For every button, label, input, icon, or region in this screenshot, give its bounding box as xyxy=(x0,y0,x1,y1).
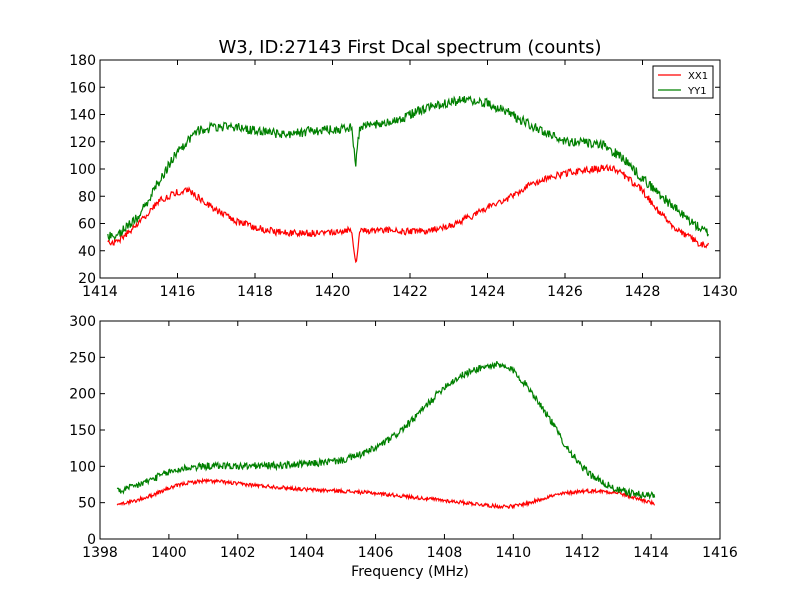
y-tick-label: 150 xyxy=(69,423,96,439)
x-axis-label: Frequency (MHz) xyxy=(351,564,469,580)
chart-title: W3, ID:27143 First Dcal spectrum (counts… xyxy=(218,37,601,58)
x-tick-label: 1412 xyxy=(564,545,600,561)
x-tick-label: 1398 xyxy=(82,545,118,561)
x-tick-label: 1416 xyxy=(160,284,196,300)
series-line-xx1-axes1 xyxy=(116,477,656,510)
y-tick-label: 0 xyxy=(87,532,96,548)
x-tick-label: 1404 xyxy=(289,545,325,561)
series-line-yy1-axes0 xyxy=(107,95,709,242)
x-tick-label: 1408 xyxy=(427,545,463,561)
x-tick-label: 1424 xyxy=(470,284,506,300)
legend-box xyxy=(652,65,714,99)
y-tick-label: 60 xyxy=(78,217,96,233)
x-tick-label: 1422 xyxy=(392,284,428,300)
series-line-yy1-axes1 xyxy=(116,361,656,500)
x-tick-label: 1410 xyxy=(496,545,532,561)
y-tick-label: 80 xyxy=(78,189,96,205)
x-tick-label: 1402 xyxy=(220,545,256,561)
x-tick-label: 1406 xyxy=(358,545,394,561)
axes-bottom: 1398 1400 1402 1404 1406 1408 1410 1412 1414 1416… xyxy=(69,314,738,580)
x-tick-label: 1400 xyxy=(151,545,187,561)
x-tick-label: 1416 xyxy=(702,545,738,561)
y-tick-label: 200 xyxy=(69,387,96,403)
x-tick-label: 1426 xyxy=(547,284,583,300)
y-tick-label: 100 xyxy=(69,162,96,178)
y-tick-label: 100 xyxy=(69,459,96,475)
y-tick-label: 120 xyxy=(69,135,96,151)
y-tick-label: 40 xyxy=(78,244,96,260)
y-tick-label: 160 xyxy=(69,80,96,96)
x-tick-label: 1430 xyxy=(702,284,738,300)
x-tick-label: 1428 xyxy=(625,284,661,300)
y-tick-label: 20 xyxy=(78,271,96,287)
y-tick-label: 180 xyxy=(69,53,96,69)
y-tick-label: 250 xyxy=(69,350,96,366)
y-tick-label: 140 xyxy=(69,108,96,124)
legend-label-xx1: XX1 xyxy=(688,71,708,82)
y-tick-label: 50 xyxy=(78,496,96,512)
legend-label-yy1: YY1 xyxy=(687,86,707,97)
x-tick-label: 1418 xyxy=(237,284,273,300)
x-tick-label: 1414 xyxy=(633,545,669,561)
series-line-xx1-axes0 xyxy=(107,163,709,264)
axes-top: 1414 1416 1418 1420 1422 1424 1426 1428 1430 20 40… xyxy=(69,53,738,300)
y-tick-label: 300 xyxy=(69,314,96,330)
x-tick-label: 1420 xyxy=(315,284,351,300)
x-tick-label: 1414 xyxy=(82,284,118,300)
